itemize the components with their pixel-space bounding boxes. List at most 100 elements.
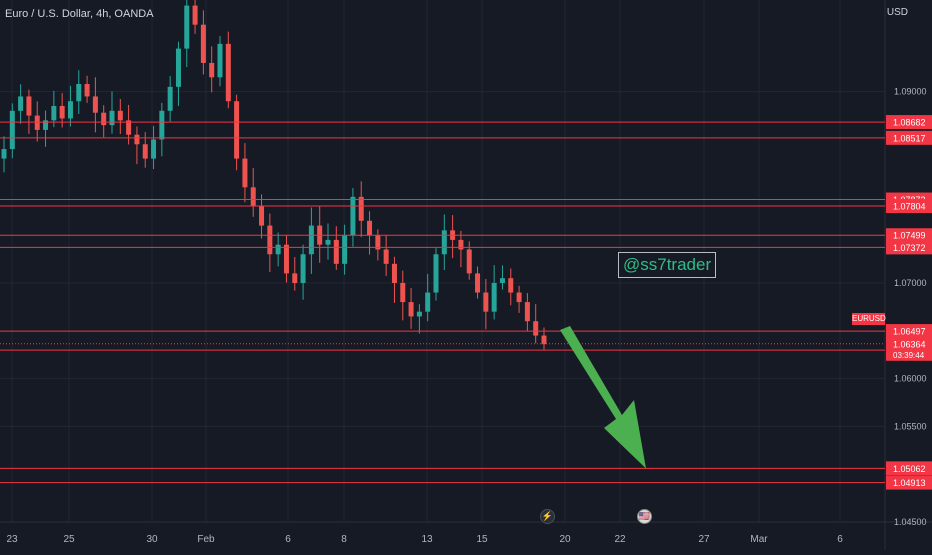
x-tick-label: 15 xyxy=(476,534,488,545)
candle-body xyxy=(142,144,148,159)
level-label: 1.07804 xyxy=(893,202,926,212)
candle-body xyxy=(51,106,57,121)
candle-body xyxy=(350,196,356,236)
x-tick-label: 6 xyxy=(837,534,843,545)
candle-body xyxy=(18,96,24,111)
candle-body xyxy=(516,292,522,303)
level-label: 1.08517 xyxy=(893,133,926,143)
author-watermark: @ss7trader xyxy=(618,252,717,278)
x-tick-label: 23 xyxy=(6,534,18,545)
candle-body xyxy=(308,225,314,255)
candle-body xyxy=(59,106,65,119)
candle-body xyxy=(408,302,414,317)
candle-body xyxy=(151,139,157,159)
candle-body xyxy=(524,302,530,322)
candle-body xyxy=(325,239,331,245)
candle-body xyxy=(225,43,231,102)
level-label-box xyxy=(886,461,932,476)
candle-body xyxy=(84,84,90,97)
x-tick-label: 30 xyxy=(146,534,158,545)
candle-body xyxy=(458,239,464,250)
candle-body xyxy=(126,120,132,135)
level-label-box xyxy=(886,199,932,214)
candle-body xyxy=(92,96,98,113)
candle-body xyxy=(1,149,7,159)
candle-body xyxy=(400,282,406,303)
currency-label: USD xyxy=(886,7,908,18)
candle-body xyxy=(441,230,447,255)
candle-body xyxy=(134,134,140,145)
candle-body xyxy=(300,254,306,283)
candle-body xyxy=(200,24,206,63)
candle-body xyxy=(34,115,40,130)
candle-body xyxy=(250,187,256,207)
y-tick-label: 1.05500 xyxy=(894,421,927,431)
level-label: 1.07372 xyxy=(893,243,926,253)
level-label-box xyxy=(886,324,932,339)
level-label-box xyxy=(886,115,932,130)
x-tick-label: 6 xyxy=(285,534,291,545)
candle-body xyxy=(76,84,82,102)
level-label: 1.06497 xyxy=(893,327,926,337)
candle-body xyxy=(117,110,123,121)
candle-body xyxy=(159,110,165,140)
x-tick-label: 13 xyxy=(421,534,433,545)
candle-body xyxy=(67,101,73,119)
x-tick-label: Mar xyxy=(750,534,768,545)
last-price-box xyxy=(886,336,932,361)
y-tick-label: 1.09000 xyxy=(894,87,927,97)
candle-body xyxy=(234,101,240,159)
candle-body xyxy=(184,5,190,49)
countdown-label: 03:39:44 xyxy=(893,351,925,360)
y-tick-label: 1.07000 xyxy=(894,278,927,288)
ticker-label: EURUSD xyxy=(852,313,886,325)
level-label-box xyxy=(886,130,932,145)
candle-body xyxy=(508,278,514,293)
candle-body xyxy=(167,86,173,111)
candle-body xyxy=(175,48,181,87)
y-tick-label: 1.04500 xyxy=(894,517,927,527)
projection-arrow xyxy=(560,326,646,469)
candle-body xyxy=(275,244,281,255)
candle-body xyxy=(43,120,49,130)
y-tick-label: 1.06000 xyxy=(894,374,927,384)
candle-body xyxy=(383,249,389,264)
level-label: 1.05062 xyxy=(893,464,926,474)
us-flag-icon[interactable]: 🇺🇸 xyxy=(637,509,652,524)
candle-body xyxy=(209,62,215,78)
x-tick-label: 20 xyxy=(559,534,571,545)
candle-body xyxy=(109,110,115,126)
earnings-icon[interactable]: ⚡ xyxy=(540,509,555,524)
chart-title: Euro / U.S. Dollar, 4h, OANDA xyxy=(5,8,154,20)
level-label-box xyxy=(886,240,932,255)
candle-body xyxy=(367,220,373,236)
level-label: 1.07499 xyxy=(893,231,926,241)
candle-body xyxy=(283,244,289,274)
candle-body xyxy=(358,196,364,221)
candle-body xyxy=(333,239,339,264)
candle-body xyxy=(466,249,472,274)
candle-body xyxy=(425,292,431,312)
candle-body xyxy=(342,235,348,264)
candle-body xyxy=(483,292,489,312)
candle-body xyxy=(433,254,439,293)
candle-body xyxy=(217,43,223,78)
candle-body xyxy=(267,225,273,255)
x-tick-label: 8 xyxy=(341,534,347,545)
x-tick-label: 22 xyxy=(614,534,626,545)
candle-body xyxy=(101,112,107,126)
candle-body xyxy=(192,5,198,25)
candle-body xyxy=(391,263,397,283)
x-tick-label: 27 xyxy=(698,534,710,545)
level-label-box xyxy=(886,228,932,243)
level-label-box xyxy=(886,475,932,490)
candle-body xyxy=(416,311,422,317)
candle-body xyxy=(533,321,539,336)
candle-body xyxy=(242,158,248,188)
level-label: 1.08682 xyxy=(893,118,926,128)
x-tick-label: 25 xyxy=(63,534,75,545)
candle-body xyxy=(259,206,265,226)
candle-body xyxy=(541,335,547,345)
